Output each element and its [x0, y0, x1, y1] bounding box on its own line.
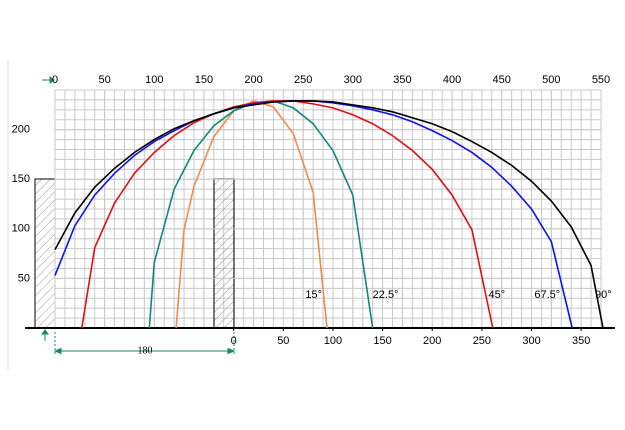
y-tick-label: 200 — [12, 124, 30, 136]
x2-tick-label: 500 — [542, 74, 560, 86]
x2-tick-label: 150 — [195, 74, 213, 86]
x-tick-label: 300 — [522, 335, 540, 347]
x2-tick-label: 350 — [393, 74, 411, 86]
arrow-head — [53, 347, 62, 355]
x2-tick-label: 200 — [244, 74, 262, 86]
x-tick-label: 0 — [231, 335, 237, 347]
y-tick-label: 100 — [12, 223, 30, 235]
arrow-head — [41, 329, 49, 335]
series-label: 45° — [488, 289, 505, 301]
x-tick-label: 350 — [572, 335, 590, 347]
series-label: 90° — [595, 289, 612, 301]
series-line — [54, 100, 604, 329]
arrow-head — [49, 76, 55, 84]
x2-tick-label: 50 — [99, 74, 111, 86]
y-tick-label: 50 — [18, 272, 30, 284]
dimension-label: 180 — [138, 345, 153, 356]
x-tick-label: 100 — [324, 335, 342, 347]
dimension — [53, 332, 236, 356]
left-block — [34, 178, 56, 329]
x-tick-label: 250 — [473, 335, 491, 347]
arrow-head — [227, 347, 236, 355]
x2-tick-label: 0 — [52, 74, 58, 86]
series-label: 15° — [305, 289, 322, 301]
x2-tick-label: 300 — [344, 74, 362, 86]
series-label: 22.5° — [373, 289, 399, 301]
x2-tick-label: 450 — [493, 74, 511, 86]
y-tick-label: 150 — [12, 173, 30, 185]
x-tick-label: 50 — [277, 335, 289, 347]
series-label: 67.5° — [534, 289, 560, 301]
x-tick-label: 150 — [373, 335, 391, 347]
x2-tick-label: 100 — [145, 74, 163, 86]
right-block — [213, 178, 235, 329]
x2-tick-label: 550 — [592, 74, 610, 86]
origin-arrows — [41, 76, 55, 341]
x2-tick-label: 400 — [443, 74, 461, 86]
x-tick-label: 200 — [423, 335, 441, 347]
x2-tick-label: 250 — [294, 74, 312, 86]
